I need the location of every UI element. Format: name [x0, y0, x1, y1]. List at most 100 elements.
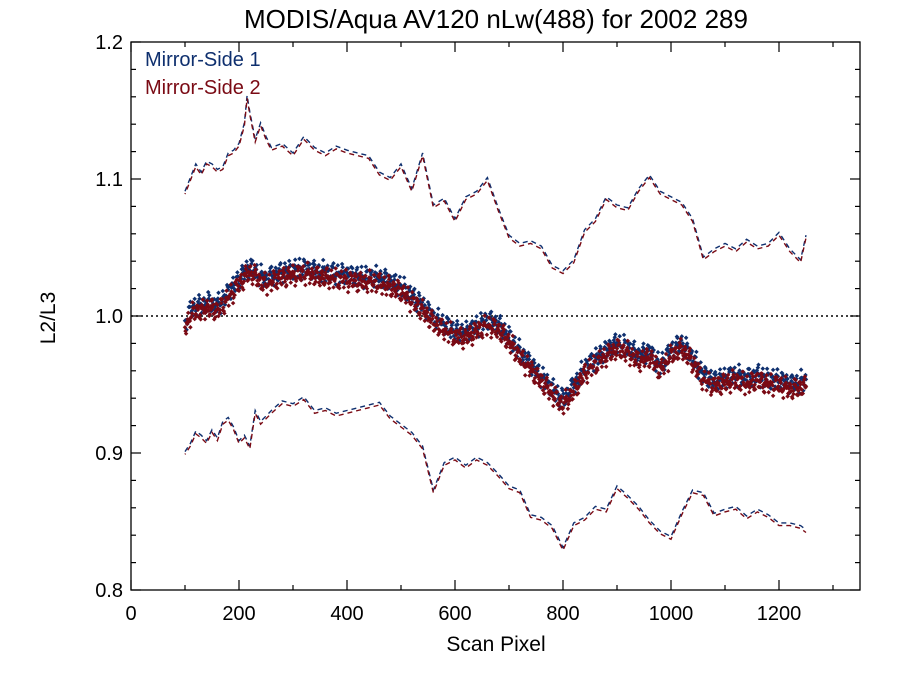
- data-point: [667, 354, 673, 360]
- data-point: [347, 281, 352, 286]
- data-point: [250, 258, 255, 264]
- data-point: [742, 392, 748, 397]
- data-point: [373, 278, 378, 283]
- data-point: [659, 357, 665, 362]
- data-point: [540, 377, 545, 383]
- data-point: [295, 268, 301, 273]
- data-point: [770, 393, 776, 399]
- data-point: [764, 372, 769, 378]
- data-point: [622, 354, 628, 359]
- data-point: [712, 376, 717, 381]
- data-point: [320, 257, 326, 263]
- data-point: [183, 331, 189, 336]
- data-point: [769, 380, 775, 385]
- data-point: [200, 297, 206, 302]
- data-point: [292, 283, 298, 288]
- data-point: [428, 319, 433, 325]
- data-point: [440, 312, 445, 318]
- data-point: [492, 322, 497, 327]
- data-point: [465, 339, 471, 345]
- data-point: [356, 281, 362, 286]
- data-point: [330, 273, 335, 279]
- data-point: [224, 288, 229, 293]
- data-point: [448, 335, 453, 340]
- data-point: [656, 371, 661, 376]
- data-point: [621, 332, 627, 338]
- data-point: [429, 308, 435, 314]
- data-point: [243, 263, 248, 269]
- data-point: [340, 264, 345, 270]
- data-point: [708, 381, 713, 386]
- data-point: [251, 276, 256, 282]
- data-point: [590, 364, 596, 369]
- data-point: [716, 375, 722, 381]
- data-point: [520, 348, 526, 354]
- data-point: [403, 296, 408, 301]
- data-point: [430, 313, 436, 319]
- data-point: [422, 318, 428, 324]
- data-point: [458, 331, 463, 336]
- data-point: [791, 391, 796, 397]
- data-point: [464, 319, 469, 324]
- data-point: [204, 298, 210, 304]
- data-point: [702, 369, 707, 374]
- data-point: [302, 276, 308, 281]
- data-point: [454, 328, 459, 334]
- data-point: [683, 347, 688, 352]
- data-point: [506, 332, 511, 337]
- data-point: [690, 367, 696, 372]
- data-point: [413, 306, 419, 312]
- data-point: [405, 285, 411, 290]
- legend: Mirror-Side 1 Mirror-Side 2: [145, 49, 261, 99]
- data-point: [560, 405, 566, 411]
- data-point: [454, 318, 460, 324]
- data-point: [778, 375, 784, 381]
- data-point: [202, 316, 208, 322]
- data-point: [331, 261, 336, 266]
- data-point: [371, 272, 377, 278]
- data-point: [510, 333, 516, 339]
- data-point: [411, 295, 417, 301]
- data-point: [748, 381, 754, 387]
- data-point: [480, 327, 486, 332]
- data-point: [725, 372, 731, 378]
- data-point: [256, 281, 261, 287]
- data-point: [747, 389, 752, 395]
- data-point: [607, 346, 613, 351]
- data-point: [371, 282, 376, 288]
- data-point: [410, 289, 415, 295]
- data-point: [721, 373, 727, 379]
- data-point: [305, 260, 310, 265]
- data-point: [236, 283, 241, 289]
- series-mirror-side-2-points: [182, 260, 809, 416]
- data-point: [744, 374, 750, 379]
- data-point: [551, 403, 556, 409]
- data-point: [306, 270, 312, 275]
- data-point: [582, 362, 588, 367]
- data-point: [683, 335, 689, 341]
- data-point: [722, 366, 727, 371]
- data-point: [750, 377, 755, 382]
- data-point: [341, 285, 347, 290]
- data-point: [460, 346, 466, 351]
- data-point: [694, 349, 699, 355]
- data-point: [601, 346, 607, 352]
- data-point: [660, 350, 665, 356]
- upper-bound-mirror-side-2: [184, 98, 807, 275]
- data-point: [309, 266, 315, 271]
- lower-bound-mirror-side-1: [184, 395, 807, 550]
- data-point: [723, 387, 729, 392]
- data-point: [785, 394, 790, 399]
- data-point: [339, 261, 345, 267]
- data-point: [298, 277, 304, 283]
- data-point: [343, 267, 349, 273]
- data-point: [621, 342, 626, 348]
- data-point: [284, 282, 289, 288]
- data-point: [693, 363, 699, 369]
- y-tick-label: 1.0: [95, 306, 123, 328]
- data-point: [539, 373, 545, 378]
- data-point: [593, 346, 599, 351]
- data-point: [671, 353, 676, 359]
- data-point: [444, 320, 449, 326]
- data-point: [635, 350, 641, 356]
